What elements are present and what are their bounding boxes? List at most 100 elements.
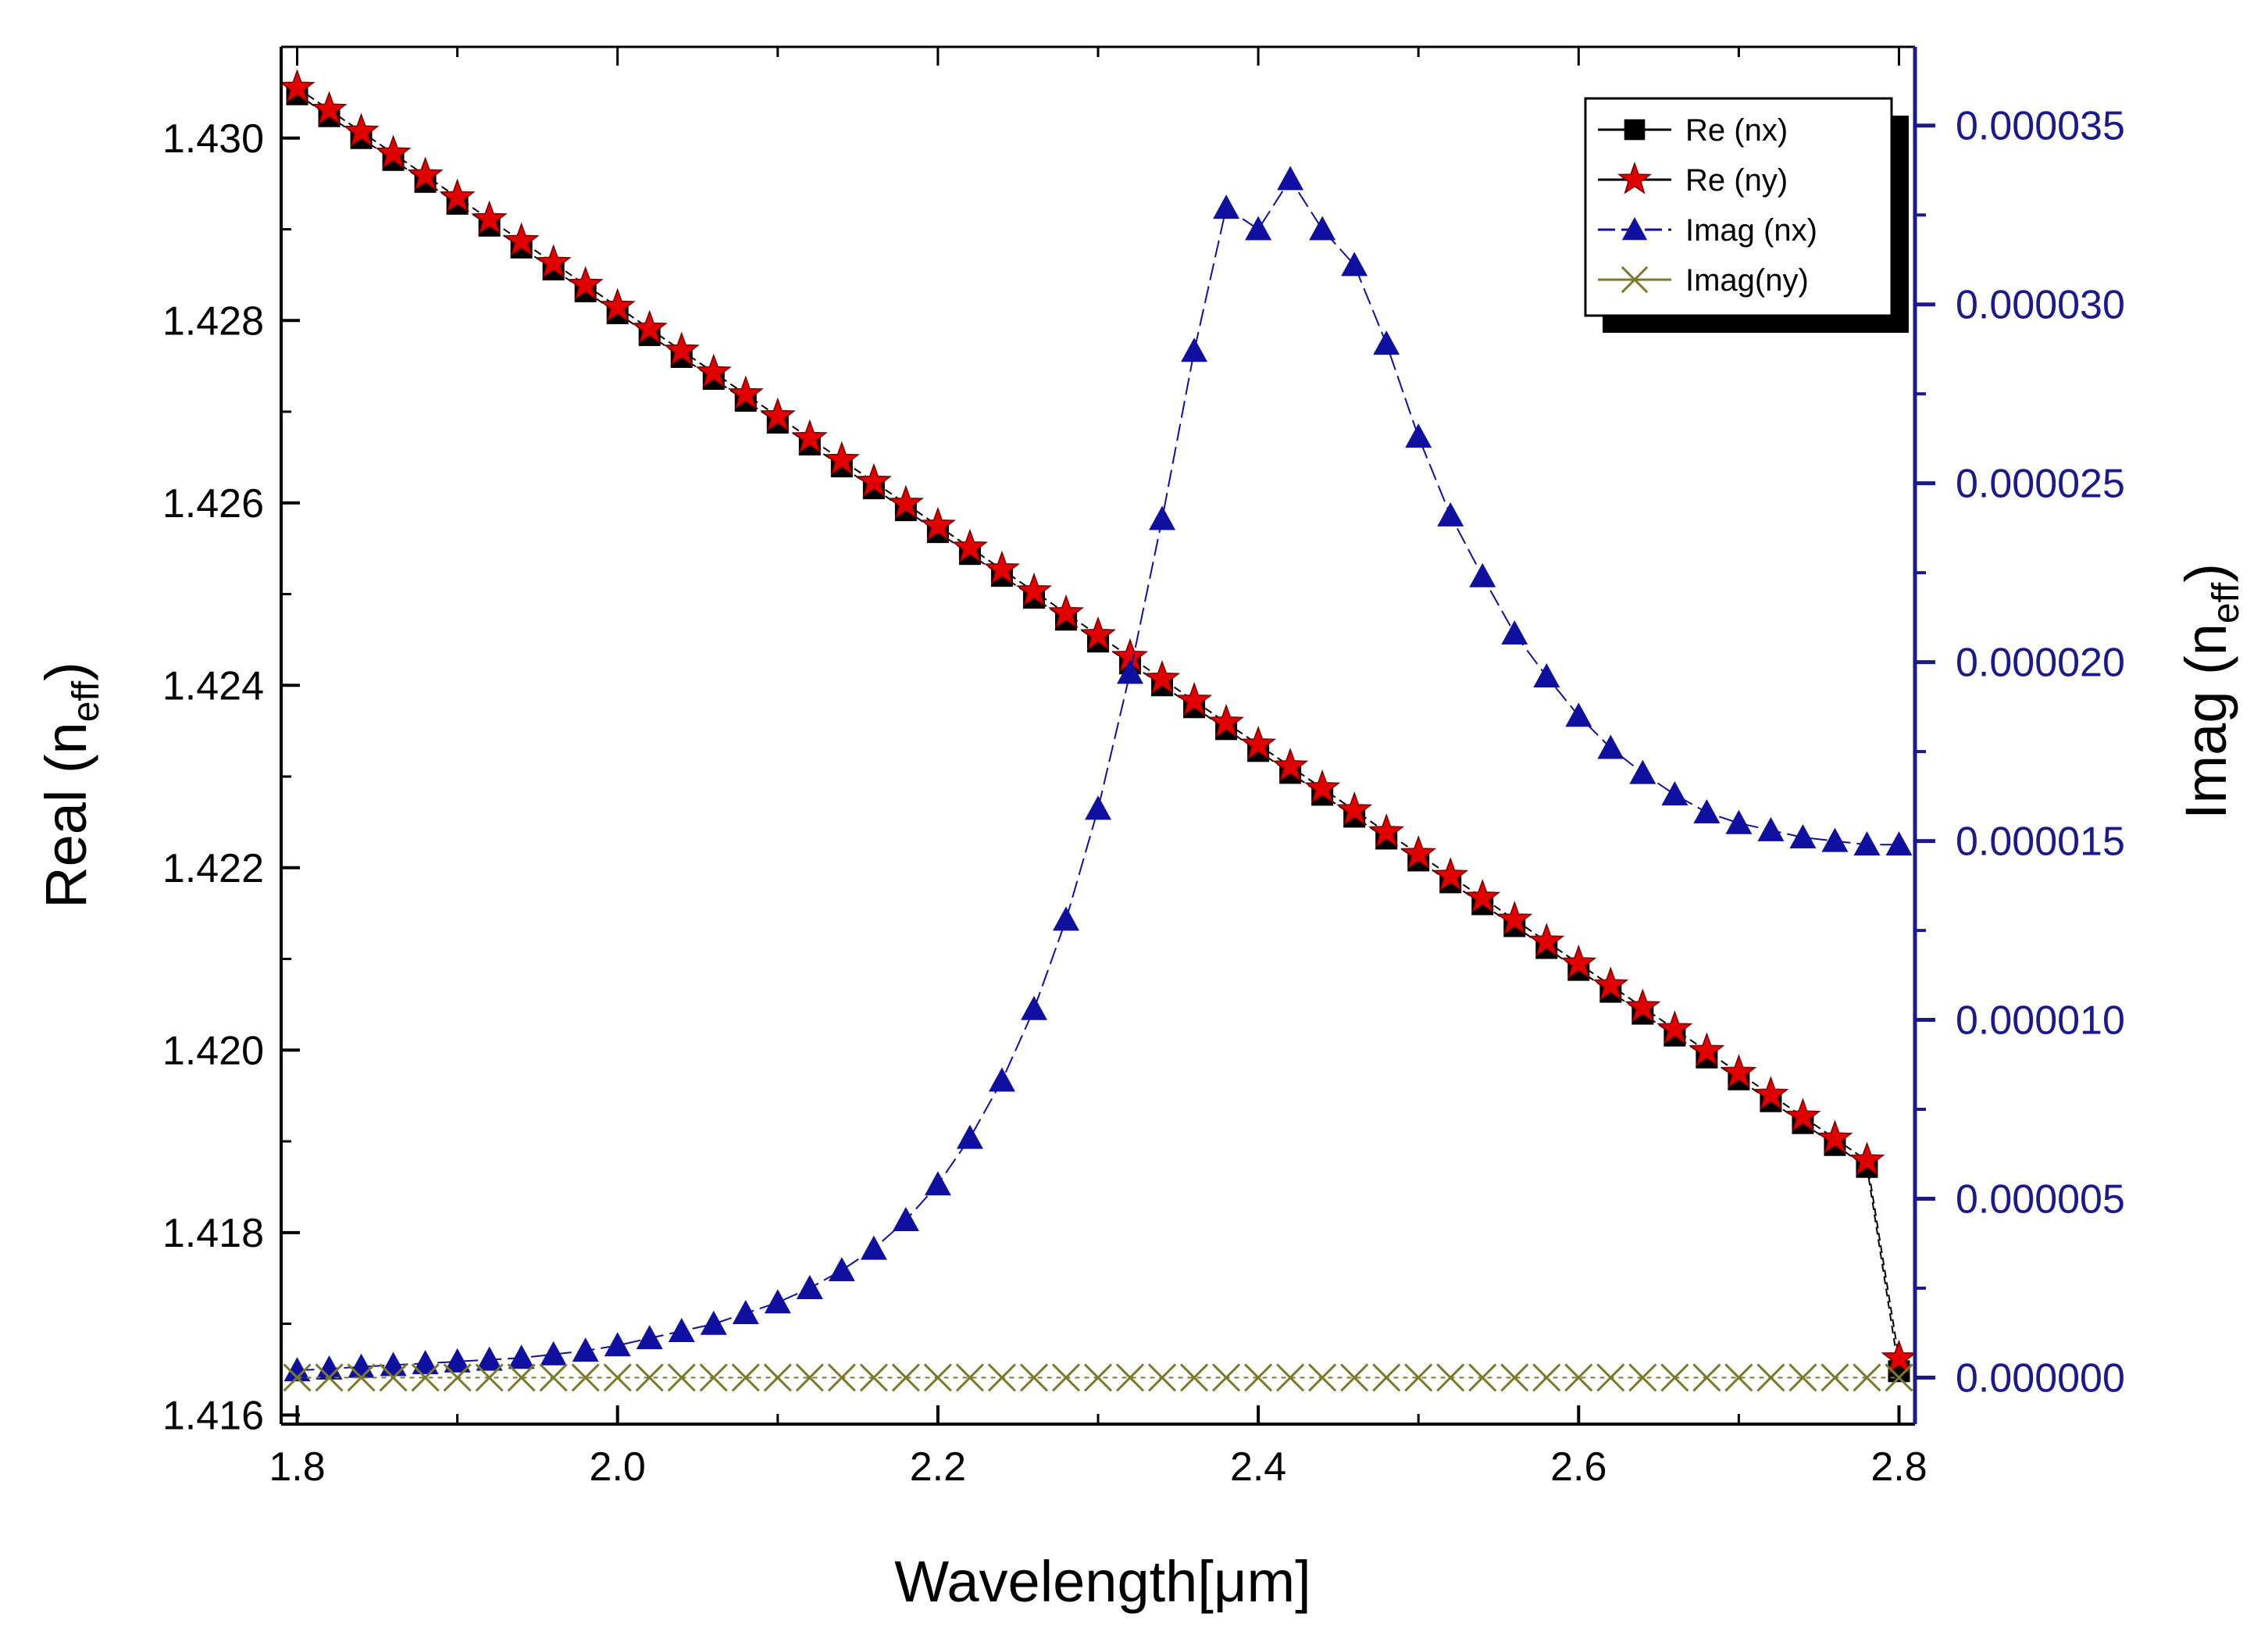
x-marker-stroke [1308,1363,1337,1392]
data-point-imag-ny [1596,1363,1625,1392]
data-point-re-ny [1464,879,1501,913]
x-marker-stroke [1885,1363,1913,1392]
x-marker-stroke [507,1363,536,1392]
data-point-imag-ny [1083,1363,1113,1392]
x-marker-stroke [635,1363,664,1392]
data-point-imag-nx [1725,809,1753,834]
data-point-imag-ny [1051,1363,1081,1392]
x-marker-stroke [1564,1363,1593,1392]
data-point-re-ny [343,112,380,148]
data-point-imag-ny [1853,1363,1881,1392]
data-point-re-ny [791,419,828,454]
x-marker-stroke [1692,1363,1721,1392]
x-marker-stroke [667,1363,696,1392]
x-marker-stroke [1820,1363,1849,1392]
data-point-imag-ny [411,1363,440,1392]
data-point-imag-ny [1019,1363,1049,1392]
data-point-imag-nx [508,1344,535,1369]
series-imag-nx [284,166,1913,1382]
x-marker-stroke [1628,1363,1657,1392]
data-point-imag-ny [443,1363,472,1392]
x-marker-stroke [475,1363,504,1392]
x-marker-stroke [763,1363,792,1392]
right-tick-label: 0.000015 [1956,819,2125,865]
data-point-imag-ny [347,1363,376,1392]
data-point-imag-ny [1885,1363,1913,1392]
data-point-re-ny [1400,835,1437,869]
series-line-imag-nx [297,177,1899,1372]
x-marker-stroke [1179,1363,1209,1392]
data-point-imag-ny [1532,1363,1561,1392]
left-tick-label: 1.430 [162,116,264,162]
data-point-re-ny [1047,594,1085,629]
data-point-re-ny [1689,1032,1725,1067]
x-tick-label: 2.8 [1870,1444,1927,1490]
legend-marker [1617,161,1653,195]
data-point-imag-ny [891,1363,920,1392]
data-point-imag-ny [635,1363,664,1392]
legend-label: Re (nx) [1685,113,1788,148]
data-point-imag-ny [379,1363,408,1392]
data-point-imag-nx [732,1300,759,1325]
data-point-imag-ny [1628,1363,1657,1392]
left-tick-label: 1.420 [162,1028,264,1073]
data-point-imag-nx [284,1357,311,1382]
data-point-re-ny [1785,1098,1821,1133]
legend: Re (nx) Re (ny) Imag (nx) Imag(ny) [1584,97,1909,333]
data-point-re-ny [439,178,476,213]
data-point-re-ny [1336,791,1373,826]
data-point-re-ny [759,397,796,432]
data-point-re-ny [1592,966,1629,1001]
data-point-imag-nx [444,1348,471,1373]
data-point-imag-ny [1468,1363,1497,1392]
data-point-re-ny [1208,703,1245,738]
data-point-imag-ny [763,1363,792,1392]
left-tick-label: 1.426 [162,481,264,527]
data-point-imag-nx [1405,423,1432,448]
data-point-imag-ny [1820,1363,1849,1392]
series-re-ny [279,69,1917,1374]
left-axis-title-close: ) [34,662,98,681]
data-point-re-ny [1624,988,1661,1023]
right-axis-title-close: ) [2174,563,2238,583]
data-point-imag-ny [1179,1363,1209,1392]
legend-item-re-nx: Re (nx) [1598,113,1788,148]
data-point-re-ny [727,375,764,410]
data-point-imag-ny [1276,1363,1305,1392]
x-marker-stroke [571,1363,600,1392]
data-point-re-ny [375,134,412,170]
data-point-imag-nx [1373,330,1400,355]
right-axis-title: Imag (neff) [2174,563,2247,819]
data-point-imag-ny [859,1363,888,1392]
legend-marker [1621,216,1648,241]
data-point-imag-ny [1564,1363,1593,1392]
data-point-imag-ny [1404,1363,1433,1392]
data-point-imag-ny [1212,1363,1241,1392]
data-point-imag-nx [924,1171,951,1196]
x-marker-stroke [955,1363,984,1392]
right-axis-title-sub: eff [2206,582,2247,623]
data-point-imag-nx [1085,795,1111,820]
data-point-imag-ny [1308,1363,1337,1392]
x-marker-stroke [411,1363,440,1392]
data-point-imag-ny [1244,1363,1273,1392]
left-tick-label: 1.422 [162,846,264,891]
data-point-re-ny [407,156,444,191]
data-point-imag-nx [988,1067,1015,1092]
data-point-imag-ny [1436,1363,1465,1392]
data-point-imag-nx [1821,827,1849,852]
data-point-imag-nx [1309,216,1336,241]
data-point-re-ny [887,484,924,519]
data-point-re-ny [1304,769,1341,804]
x-marker-stroke [1853,1363,1881,1392]
legend-marker [1624,119,1646,141]
series-imag-ny [283,1363,1913,1392]
data-point-re-ny [1432,857,1469,891]
data-point-re-ny [855,462,892,498]
data-point-imag-nx [1693,798,1721,823]
data-point-imag-ny [539,1363,568,1392]
data-point-imag-nx [1885,831,1913,856]
x-marker-stroke [1083,1363,1113,1392]
x-marker-stroke [1500,1363,1529,1392]
